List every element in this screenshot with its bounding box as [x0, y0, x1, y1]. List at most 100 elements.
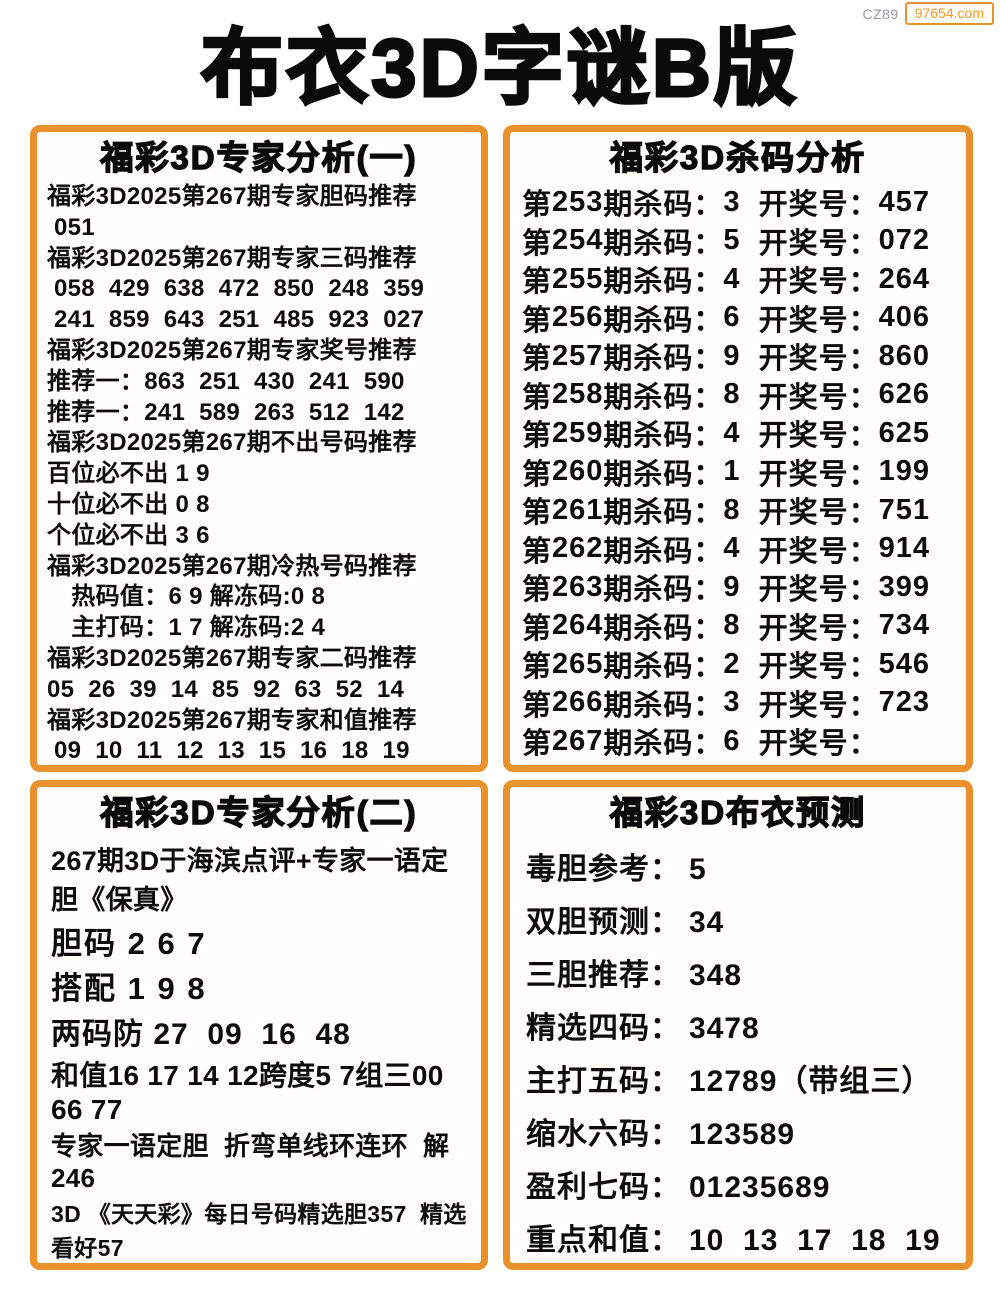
draw-label: 开奖号：	[758, 304, 879, 337]
draw-result: 751	[878, 493, 930, 526]
prediction-line: 主打五码： 12789（带组三）	[526, 1056, 962, 1100]
text-line: 百位必不出 1 9	[47, 460, 210, 488]
prediction-line: 重点和值： 10 13 17 18 19	[526, 1215, 962, 1259]
draw-label: 开奖号：	[758, 343, 879, 376]
kill-number: 6	[723, 724, 741, 757]
kill-number: 5	[723, 224, 741, 257]
prediction-label: 重点和值：	[526, 1223, 681, 1257]
prediction-line: 双胆预测： 34	[526, 897, 962, 941]
text-line: 09 10 11 12 13 15 16 18 19	[47, 737, 410, 765]
table-row: 第 264 期杀码： 8 开奖号： 734	[522, 607, 960, 646]
prediction-value: 01235689	[689, 1170, 831, 1204]
expert2-lines: 267期3D于海滨点评+专家一语定胆《保真》 胆码 2 6 7 搭配 1 9 8…	[37, 835, 481, 1263]
draw-label: 开奖号：	[758, 227, 879, 260]
watermark-code: CZ89	[862, 5, 899, 22]
prediction-value: 5	[689, 852, 707, 886]
text-line: 搭配 1 9 8	[51, 971, 207, 1007]
text-line: 推荐一：863 251 430 241 590	[47, 367, 405, 395]
kill-label: 期杀码：	[603, 227, 724, 260]
table-row: 第 261 期杀码： 8 开奖号： 751	[522, 491, 960, 530]
prediction-line: 盈利七码： 01235689	[526, 1162, 962, 1206]
kill-header: 福彩3D杀码分析	[609, 138, 867, 176]
period-number: 265	[552, 647, 604, 680]
period-number: 253	[552, 185, 604, 218]
prediction-label: 三胆推荐：	[526, 958, 681, 992]
kill-label: 期杀码：	[603, 612, 724, 645]
draw-label: 开奖号：	[758, 574, 879, 607]
period-number: 262	[552, 532, 604, 565]
period-number: 263	[552, 570, 604, 603]
draw-label: 开奖号：	[758, 458, 879, 491]
table-row: 第 263 期杀码： 9 开奖号： 399	[522, 568, 960, 607]
period-prefix: 第	[522, 612, 553, 645]
table-row: 第 259 期杀码： 4 开奖号： 625	[522, 414, 960, 453]
text-line: 福彩3D2025第267期专家和值推荐	[47, 706, 417, 734]
kill-number: 8	[723, 493, 741, 526]
kill-label: 期杀码：	[603, 689, 724, 722]
period-prefix: 第	[522, 420, 553, 453]
prediction-value: 348	[689, 958, 743, 992]
prediction-label: 精选四码：	[526, 1011, 681, 1045]
draw-label: 开奖号：	[758, 689, 879, 722]
table-row: 第 265 期杀码： 2 开奖号： 546	[522, 645, 960, 684]
kill-number: 4	[723, 262, 741, 295]
text-line: 3D 《天天彩》每日号码精选胆357 精选看好57	[51, 1200, 467, 1261]
prediction-value: 10 13 17 18 19	[689, 1223, 941, 1257]
kill-number: 1	[723, 455, 741, 488]
period-prefix: 第	[522, 574, 553, 607]
period-number: 261	[552, 493, 604, 526]
period-prefix: 第	[522, 458, 553, 491]
period-number: 258	[552, 378, 604, 411]
draw-label: 开奖号：	[758, 651, 879, 684]
draw-label: 开奖号：	[758, 535, 879, 568]
prediction-value: 3478	[689, 1011, 760, 1045]
expert1-lines: 福彩3D2025第267期专家胆码推荐 051 福彩3D2025第267期专家三…	[37, 180, 481, 765]
draw-label: 开奖号：	[758, 266, 879, 299]
period-number: 257	[552, 339, 604, 372]
expert2-header: 福彩3D专家分析(二)	[100, 793, 418, 831]
draw-result: 199	[878, 455, 930, 488]
text-line: 267期3D于海滨点评+专家一语定胆《保真》	[51, 846, 449, 916]
kill-number: 3	[723, 185, 741, 218]
draw-result: 625	[878, 416, 930, 449]
buyi-lines: 毒胆参考： 5 双胆预测： 34 三胆推荐： 348 精选四码： 3478 主打五码： 1…	[510, 835, 966, 1263]
text-line: 05 26 39 14 85 92 63 52 14	[47, 675, 405, 703]
period-prefix: 第	[522, 189, 553, 222]
text-line: 241 859 643 251 485 923 027	[47, 306, 425, 334]
text-line: 058 429 638 472 850 248 359	[47, 275, 425, 303]
page-title: 布衣3D字谜B版	[199, 22, 800, 116]
kill-label: 期杀码：	[603, 728, 724, 761]
text-line: 福彩3D2025第267期冷热号码推荐	[47, 552, 417, 580]
period-number: 254	[552, 224, 604, 257]
period-prefix: 第	[522, 689, 553, 722]
text-line: 热码值：6 9 解冻码:0 8	[47, 583, 326, 611]
kill-label: 期杀码：	[603, 189, 724, 222]
draw-label: 开奖号：	[758, 612, 879, 645]
table-row: 第 253 期杀码： 3 开奖号： 457	[522, 183, 960, 222]
site-badge[interactable]: 97654.com	[904, 2, 994, 25]
prediction-label: 毒胆参考：	[526, 852, 681, 886]
kill-label: 期杀码：	[603, 574, 724, 607]
kill-number: 4	[723, 416, 741, 449]
period-number: 260	[552, 455, 604, 488]
period-prefix: 第	[522, 227, 553, 260]
period-number: 259	[552, 416, 604, 449]
text-line: 十位必不出 0 8	[47, 490, 210, 518]
kill-number: 9	[723, 570, 741, 603]
prediction-value: 123589	[689, 1117, 796, 1151]
text-line: 福彩3D2025第267期专家三码推荐	[47, 244, 417, 272]
kill-number: 8	[723, 378, 741, 411]
panel-buyi-prediction: 福彩3D布衣预测 毒胆参考： 5 双胆预测： 34 三胆推荐： 348 精选四码： 34…	[503, 780, 973, 1270]
text-line: 和值16 17 14 12跨度5 7组三00 66 77	[51, 1059, 452, 1125]
text-line: 推荐一：241 589 263 512 142	[47, 398, 405, 426]
kill-label: 期杀码：	[603, 458, 724, 491]
kill-label: 期杀码：	[603, 651, 724, 684]
text-line: 051	[47, 213, 95, 241]
prediction-value: 34	[689, 905, 725, 939]
kill-label: 期杀码：	[603, 343, 724, 376]
table-row: 第 267 期杀码： 6 开奖号：	[522, 722, 960, 761]
draw-result: 723	[878, 686, 930, 719]
period-prefix: 第	[522, 266, 553, 299]
panel-expert-analysis-2: 福彩3D专家分析(二) 267期3D于海滨点评+专家一语定胆《保真》 胆码 2 …	[30, 780, 488, 1270]
draw-result: 264	[878, 262, 930, 295]
